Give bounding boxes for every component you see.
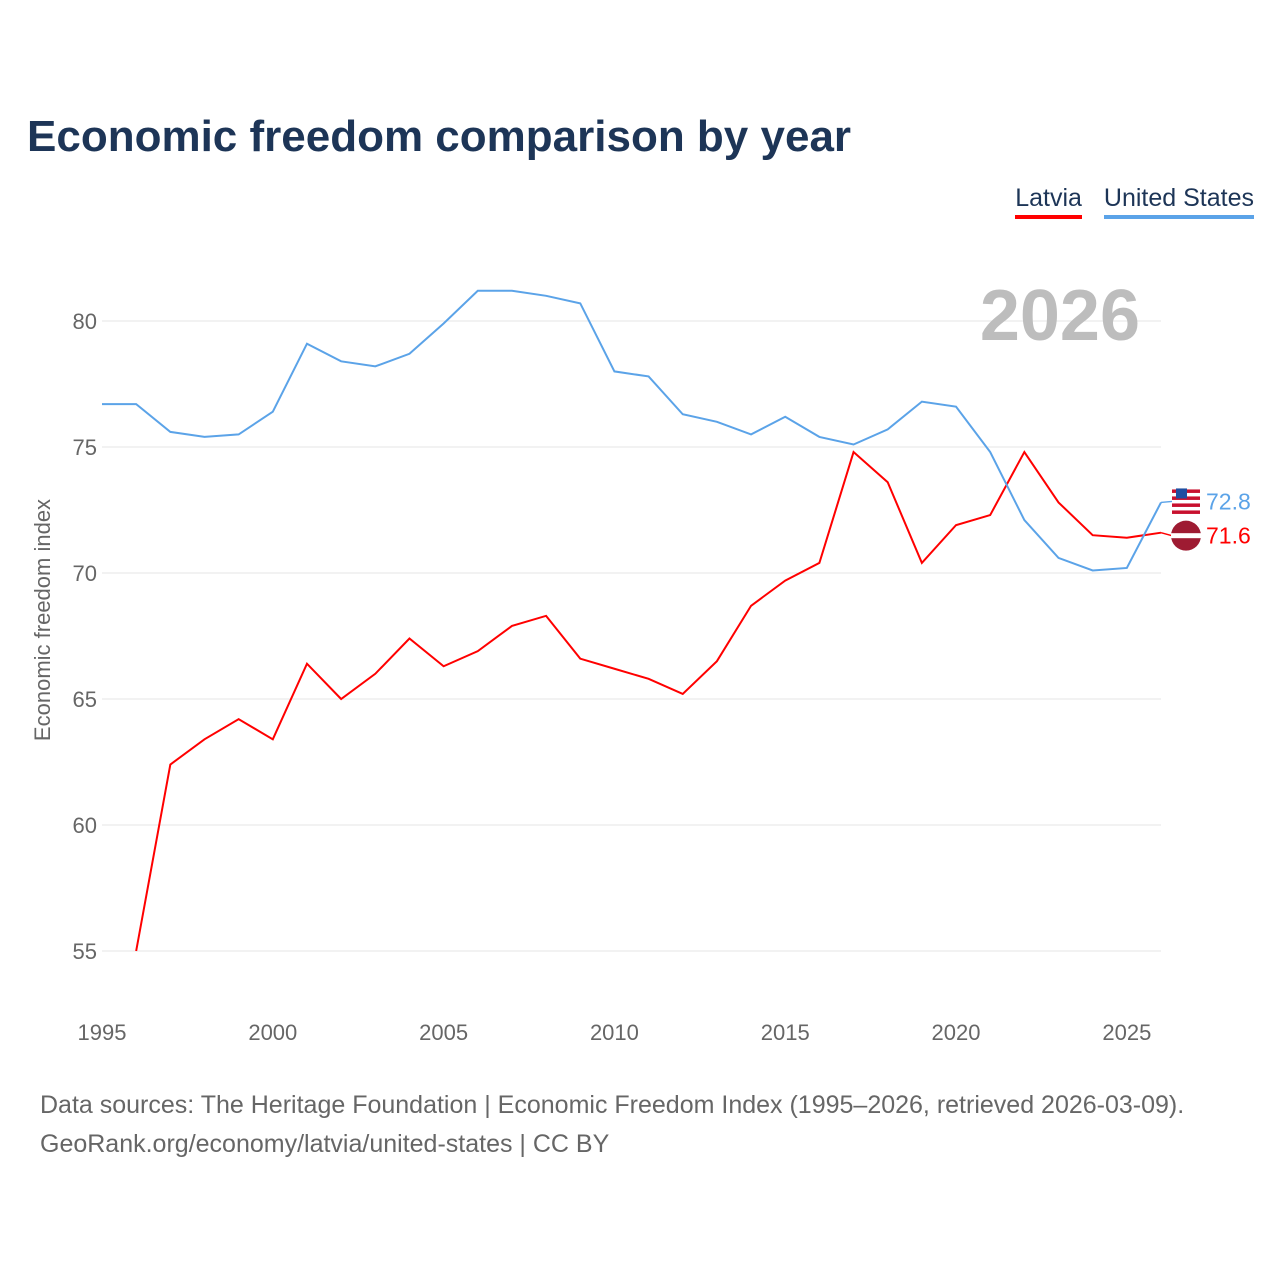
x-tick-label: 2010: [590, 1020, 639, 1045]
y-tick-label: 60: [73, 813, 97, 838]
x-tick-label: 2025: [1102, 1020, 1151, 1045]
legend-item-latvia[interactable]: Latvia: [1015, 184, 1082, 219]
y-tick-label: 70: [73, 561, 97, 586]
x-tick-label: 1995: [78, 1020, 127, 1045]
x-tick-label: 2005: [419, 1020, 468, 1045]
year-watermark: 2026: [980, 276, 1140, 356]
us-flag-icon: [1160, 487, 1200, 516]
legend-item-united-states[interactable]: United States: [1103, 184, 1254, 219]
x-tick-label: 2015: [761, 1020, 810, 1045]
series-line-united-states: [102, 289, 1162, 572]
y-tick-label: 75: [73, 435, 97, 460]
source-note: Data sources: The Heritage Foundation | …: [40, 1086, 1184, 1164]
end-value-label: 71.6: [1206, 523, 1251, 549]
y-tick-label: 55: [73, 939, 97, 964]
source-line: Data sources: The Heritage Foundation | …: [40, 1091, 1185, 1119]
y-tick-label: 65: [73, 687, 97, 712]
source-url[interactable]: GeoRank.org/economy/latvia/united-states…: [40, 1130, 610, 1158]
legend: Latvia United States: [1015, 184, 1254, 219]
chart-title: Economic freedom comparison by year: [27, 112, 852, 161]
y-tick-label: 80: [73, 309, 97, 334]
end-value-label: 72.8: [1206, 488, 1251, 514]
x-tick-label: 2020: [932, 1020, 981, 1045]
x-tick-label: 2000: [248, 1020, 297, 1045]
latvia-flag-icon: [1160, 520, 1201, 551]
series-line-latvia: [135, 450, 1162, 952]
y-axis-label: Economic freedom index: [30, 499, 55, 741]
